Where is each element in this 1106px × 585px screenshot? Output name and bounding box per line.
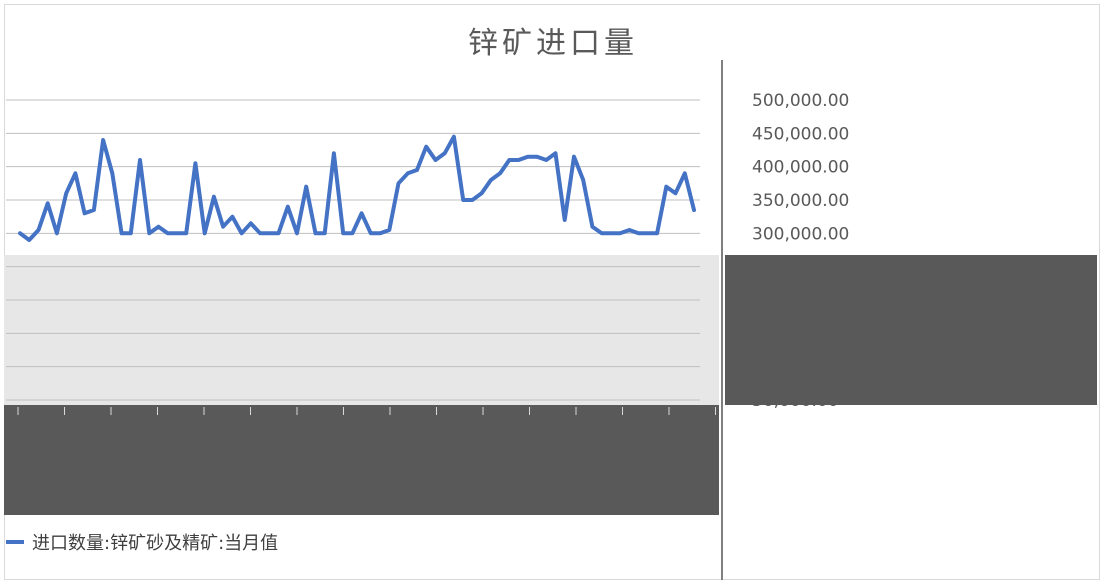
y-tick-label: 300,000.00	[752, 224, 849, 244]
y-tick-label: 50,000.00	[752, 391, 839, 411]
legend-swatch	[6, 540, 24, 544]
legend: 进口数量:锌矿砂及精矿:当月值	[6, 528, 278, 556]
y-tick-label: 100,000.00	[752, 358, 849, 378]
y-tick-label: 200,000.00	[752, 291, 849, 311]
x-axis-ticks	[17, 407, 716, 415]
chart-bands	[4, 60, 1097, 580]
y-tick-label: 350,000.00	[752, 191, 849, 211]
y-axis-ticks: 500,000.00 450,000.00 400,000.00 350,000.00…	[752, 91, 849, 411]
right-band	[725, 255, 1097, 405]
y-tick-label: 450,000.00	[752, 124, 849, 144]
axis-band	[4, 405, 719, 515]
series-line	[18, 134, 696, 242]
y-tick-label: 150,000.00	[752, 324, 849, 344]
legend-label: 进口数量:锌矿砂及精矿:当月值	[32, 533, 279, 554]
y-tick-label: 400,000.00	[752, 158, 849, 178]
plot-band	[4, 255, 719, 405]
chart-title: 锌矿进口量	[468, 26, 638, 61]
y-tick-label: 500,000.00	[752, 91, 849, 111]
y-tick-label: 250,000.00	[752, 258, 849, 278]
series-lines	[18, 134, 696, 242]
